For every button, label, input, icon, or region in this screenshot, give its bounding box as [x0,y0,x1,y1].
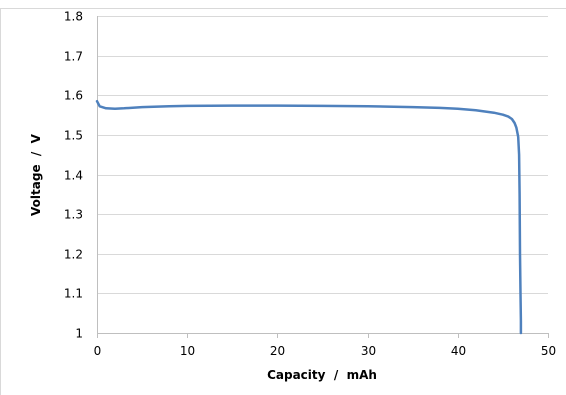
x-tick-label: 40 [451,344,466,358]
x-tick-labels: 0 10 20 30 40 50 [94,344,556,358]
y-tick-label: 1.1 [64,287,83,301]
y-tick-label: 1.3 [64,208,83,222]
y-tick-label: 1.8 [64,10,83,24]
x-tick-label: 50 [541,344,556,358]
chart-frame [0,8,566,395]
x-tick-label: 0 [94,344,102,358]
x-axis-title: Capacity / mAh [267,368,377,382]
voltage-curve [95,99,523,335]
y-axis-title: Voltage / V [29,133,43,216]
y-tick-label: 1.2 [64,248,83,262]
y-tick-labels: 1 1.1 1.2 1.3 1.4 1.5 1.6 1.7 1.8 [64,10,83,341]
x-tick-label: 30 [361,344,376,358]
y-tick-label: 1.7 [64,50,83,64]
y-tick-label: 1.4 [64,169,83,183]
y-tick-label: 1 [75,327,83,341]
axes [97,16,549,338]
gridlines [97,16,548,294]
y-tick-label: 1.5 [64,129,83,143]
data-series [95,99,523,335]
x-tick-label: 10 [180,344,195,358]
x-tick-label: 20 [270,344,285,358]
y-tick-label: 1.6 [64,89,83,103]
